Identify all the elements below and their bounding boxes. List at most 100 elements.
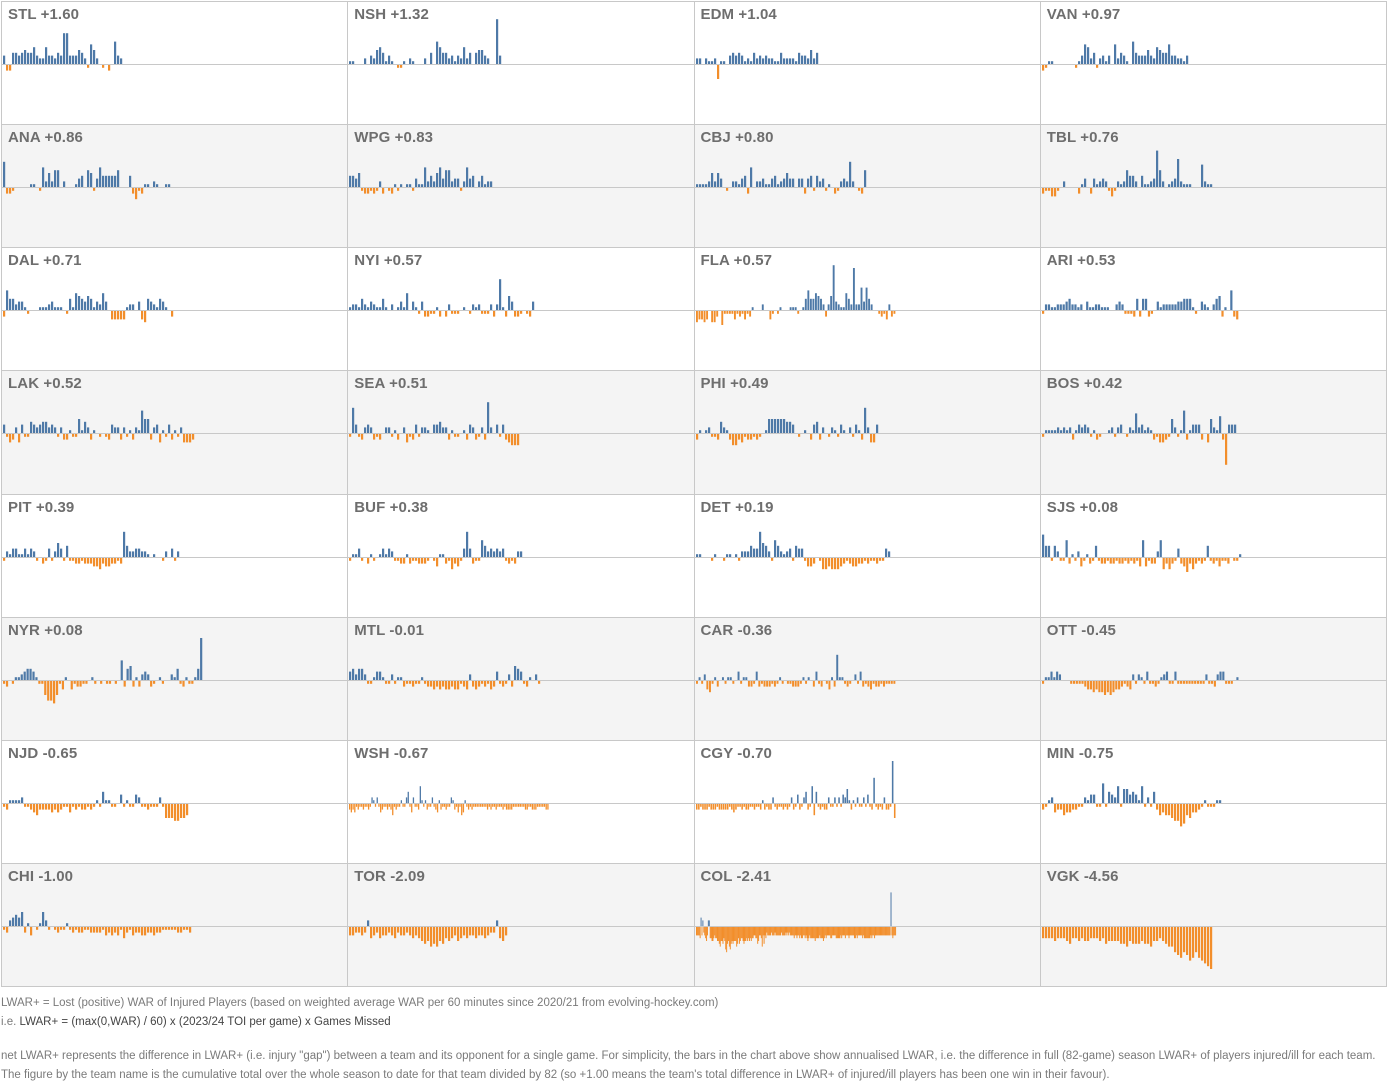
bar-negative bbox=[132, 680, 135, 687]
bar-negative bbox=[1116, 926, 1119, 941]
team-bar-chart bbox=[348, 785, 694, 815]
bar-negative bbox=[460, 188, 463, 191]
bar-positive bbox=[761, 58, 764, 64]
bar-positive bbox=[1218, 296, 1221, 311]
bar-negative bbox=[63, 926, 66, 930]
bar-positive bbox=[135, 548, 138, 557]
bar-positive bbox=[126, 545, 129, 557]
bar-positive bbox=[84, 422, 87, 434]
bar-positive bbox=[105, 799, 108, 803]
bar-negative bbox=[713, 311, 716, 323]
team-bar-chart bbox=[694, 892, 1040, 953]
bar-negative bbox=[383, 803, 386, 807]
bar-positive bbox=[779, 52, 782, 64]
bar-negative bbox=[132, 803, 135, 807]
bar-negative bbox=[781, 926, 783, 936]
bar-negative bbox=[141, 926, 144, 936]
bar-positive bbox=[90, 173, 93, 188]
bar-positive bbox=[60, 548, 63, 557]
bar-positive bbox=[731, 52, 734, 64]
bar-positive bbox=[794, 545, 797, 557]
bar-negative bbox=[723, 311, 726, 315]
bar-negative bbox=[825, 680, 828, 684]
bar-negative bbox=[18, 434, 21, 443]
bar-negative bbox=[876, 926, 878, 936]
bar-negative bbox=[168, 803, 171, 818]
bar-negative bbox=[171, 926, 174, 930]
bar-positive bbox=[1162, 304, 1165, 311]
bar-negative bbox=[81, 557, 84, 561]
bar-negative bbox=[868, 803, 871, 807]
bar-positive bbox=[490, 427, 493, 434]
bar-positive bbox=[197, 668, 200, 680]
bar-positive bbox=[168, 424, 171, 434]
bar-negative bbox=[499, 680, 502, 684]
bar-positive bbox=[415, 178, 418, 188]
bar-positive bbox=[63, 33, 66, 64]
bar-positive bbox=[27, 553, 30, 557]
bar-positive bbox=[499, 550, 502, 557]
bar-positive bbox=[120, 58, 123, 64]
bar-negative bbox=[1185, 434, 1188, 440]
team-panel: OTT -0.45 bbox=[1040, 617, 1387, 741]
bar-positive bbox=[1113, 797, 1116, 803]
bar-negative bbox=[1176, 434, 1179, 438]
bar-negative bbox=[412, 680, 415, 687]
bar-negative bbox=[378, 803, 380, 807]
bar-positive bbox=[135, 794, 138, 803]
bar-positive bbox=[809, 175, 812, 188]
bar-positive bbox=[367, 307, 370, 311]
bar-positive bbox=[1089, 794, 1092, 803]
bar-positive bbox=[442, 553, 445, 557]
bar-negative bbox=[60, 926, 63, 930]
bar-negative bbox=[872, 434, 875, 443]
bar-negative bbox=[442, 926, 445, 944]
bar-positive bbox=[60, 427, 63, 434]
bar-negative bbox=[1071, 803, 1074, 810]
footer-notes: LWAR+ = Lost (positive) WAR of Injured P… bbox=[1, 994, 1385, 1084]
bar-positive bbox=[854, 304, 857, 311]
bar-negative bbox=[487, 926, 490, 936]
bar-positive bbox=[1145, 671, 1149, 680]
bar-negative bbox=[1191, 680, 1194, 684]
bar-negative bbox=[699, 803, 702, 807]
bar-negative bbox=[1077, 926, 1080, 941]
bar-negative bbox=[1235, 311, 1239, 320]
bar-positive bbox=[782, 553, 785, 557]
bar-negative bbox=[538, 803, 541, 807]
team-title: ANA +0.86 bbox=[8, 129, 83, 147]
bar-negative bbox=[513, 803, 515, 807]
bar-negative bbox=[391, 434, 394, 438]
bar-positive bbox=[117, 170, 120, 188]
bar-negative bbox=[156, 926, 159, 933]
bar-positive bbox=[1203, 304, 1206, 311]
bar-negative bbox=[807, 926, 809, 939]
bar-positive bbox=[379, 671, 382, 680]
bar-negative bbox=[793, 926, 795, 939]
bar-negative bbox=[78, 803, 81, 807]
bar-positive bbox=[21, 301, 24, 311]
bar-positive bbox=[496, 424, 499, 434]
bar-negative bbox=[710, 926, 712, 939]
bar-negative bbox=[862, 926, 864, 936]
bar-positive bbox=[701, 920, 703, 926]
bar-negative bbox=[846, 926, 848, 936]
bar-positive bbox=[863, 408, 866, 434]
bar-negative bbox=[24, 803, 27, 807]
bar-negative bbox=[863, 557, 866, 561]
bar-negative bbox=[1103, 680, 1106, 695]
bar-negative bbox=[1232, 557, 1236, 561]
bar-negative bbox=[1124, 311, 1127, 315]
bar-negative bbox=[1173, 803, 1176, 821]
bar-negative bbox=[829, 926, 831, 939]
bar-positive bbox=[1047, 676, 1050, 680]
bar-negative bbox=[725, 926, 727, 953]
bar-positive bbox=[66, 545, 69, 557]
bar-positive bbox=[32, 671, 35, 680]
bar-positive bbox=[24, 548, 27, 557]
bar-negative bbox=[1149, 926, 1152, 947]
bar-negative bbox=[1191, 926, 1194, 958]
bar-positive bbox=[815, 791, 817, 803]
bar-positive bbox=[364, 58, 367, 64]
bar-negative bbox=[877, 680, 880, 687]
